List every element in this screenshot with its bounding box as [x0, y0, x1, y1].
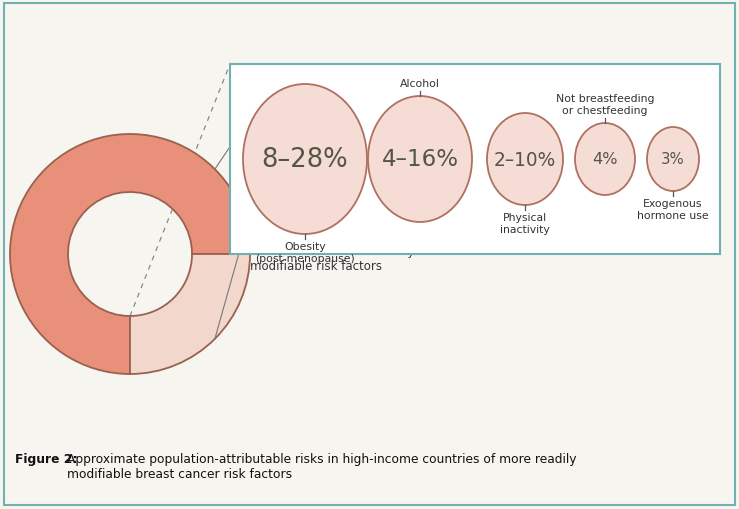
Wedge shape [10, 135, 250, 374]
Text: 4–16%: 4–16% [381, 148, 458, 171]
Text: 2–10%: 2–10% [494, 150, 556, 169]
Ellipse shape [487, 114, 563, 206]
Bar [230, 65, 720, 254]
Text: Exogenous
hormone use: Exogenous hormone use [637, 199, 709, 220]
Text: Not breastfeeding
or chestfeeding: Not breastfeeding or chestfeeding [556, 94, 654, 116]
Ellipse shape [368, 97, 472, 222]
Text: Percentage of breast cancers
not attributable to more
readily modifiable risk fa: Percentage of breast cancers not attribu… [250, 125, 426, 167]
Text: Approximate population-attributable risks in high-income countries of more readi: Approximate population-attributable risk… [67, 452, 576, 480]
Text: 8–28%: 8–28% [262, 147, 348, 173]
Ellipse shape [575, 124, 635, 195]
Ellipse shape [647, 128, 699, 191]
Text: 3%: 3% [661, 152, 685, 167]
Text: Figure 2:: Figure 2: [15, 452, 78, 465]
Text: Percentage of breast cancers
attributable to more readily
modifiable risk factor: Percentage of breast cancers attributabl… [250, 230, 423, 272]
Text: 4%: 4% [592, 152, 618, 167]
Text: Alcohol: Alcohol [400, 79, 440, 89]
Wedge shape [130, 254, 250, 374]
Text: Physical
inactivity: Physical inactivity [500, 213, 550, 234]
Ellipse shape [243, 85, 367, 235]
Text: Obesity
(post-menopause): Obesity (post-menopause) [255, 242, 355, 263]
